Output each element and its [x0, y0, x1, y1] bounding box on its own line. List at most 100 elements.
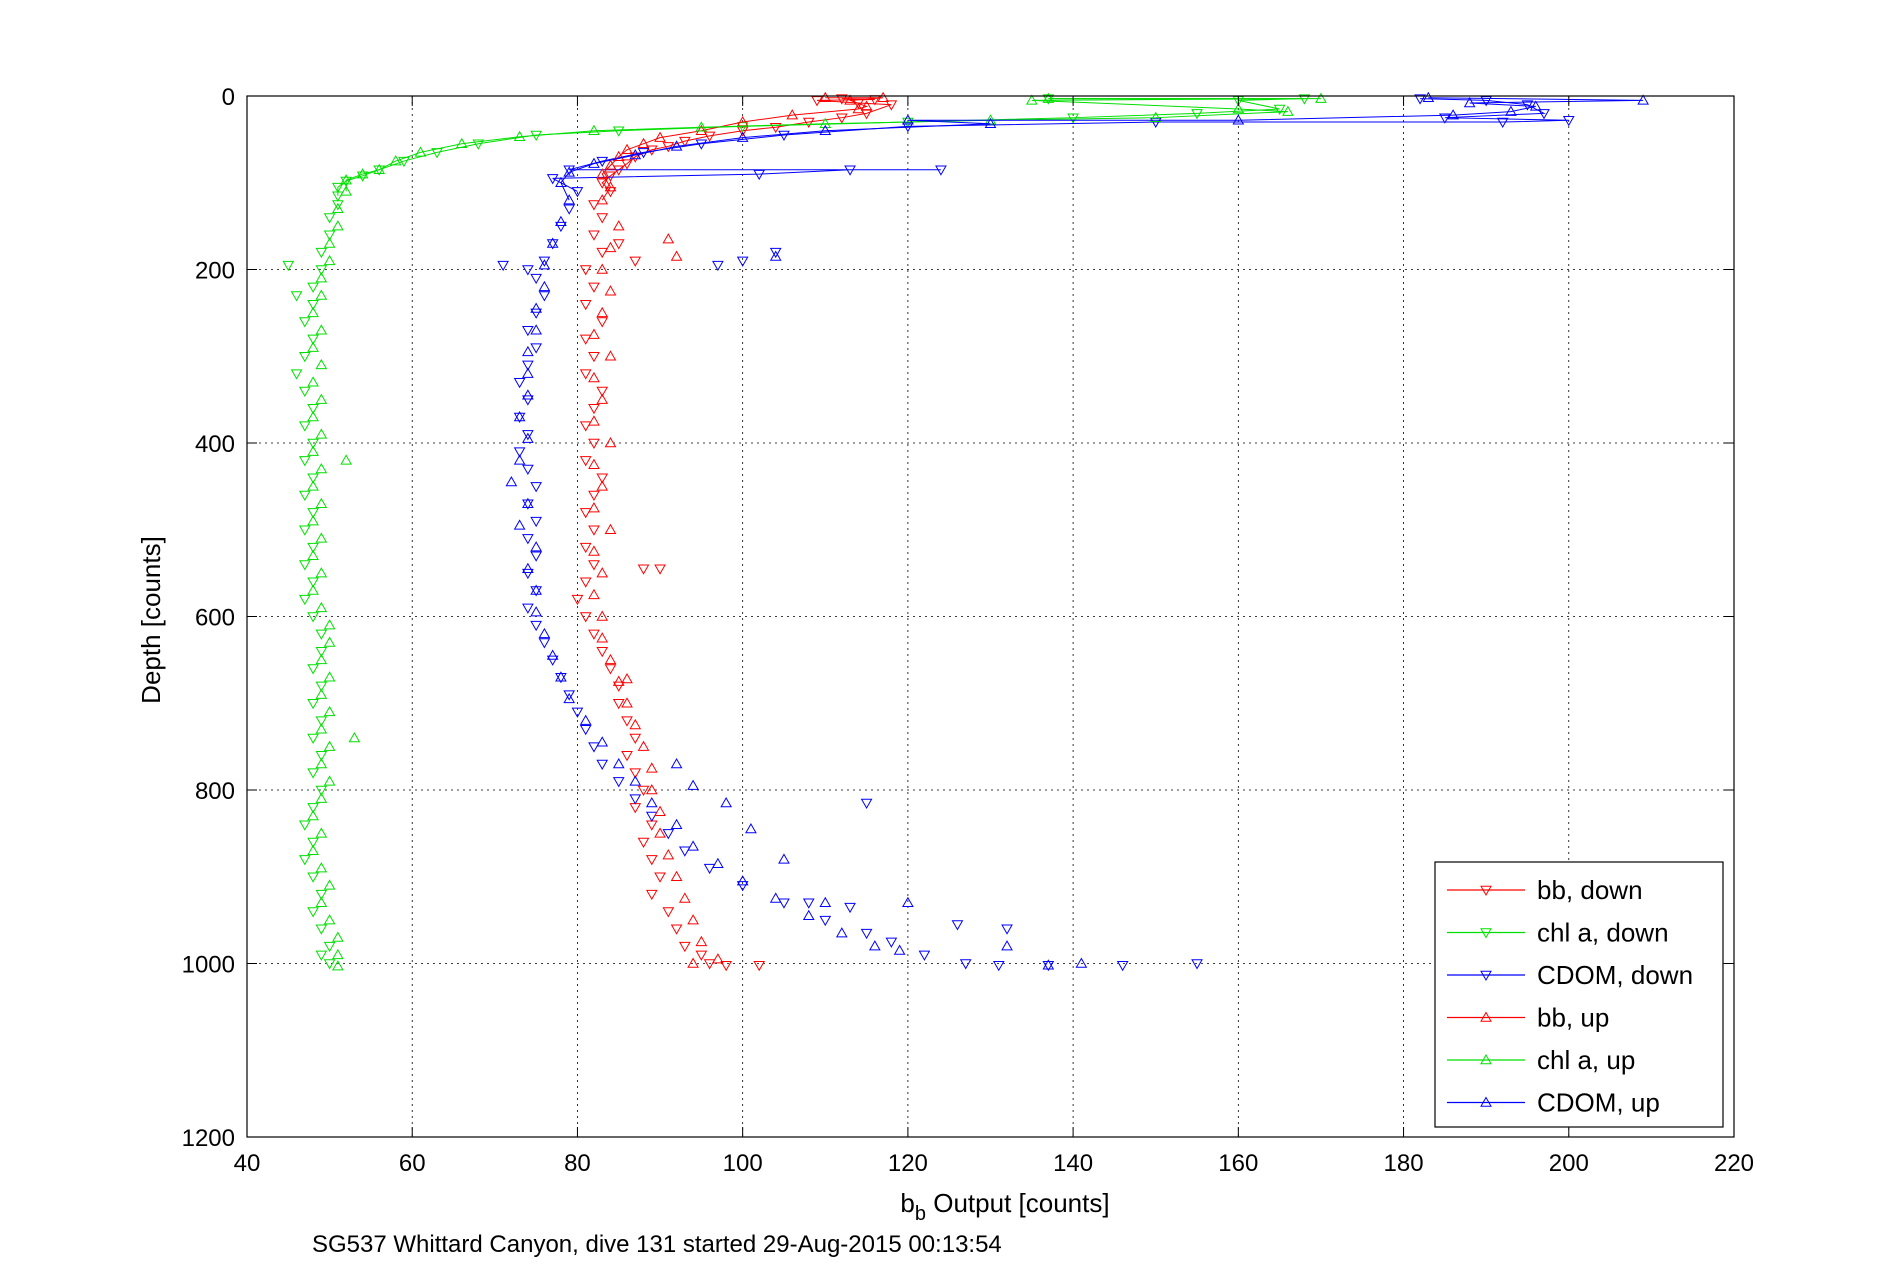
- legend-marker: [1480, 1096, 1492, 1107]
- data-point: [860, 798, 873, 810]
- data-point: [546, 649, 559, 660]
- data-point: [736, 131, 749, 142]
- data-point: [588, 490, 600, 502]
- data-point: [778, 898, 790, 909]
- data-point: [596, 480, 609, 491]
- data-point: [579, 714, 592, 725]
- data-point: [588, 371, 600, 383]
- data-point: [505, 476, 518, 487]
- data-point: [315, 653, 328, 665]
- data-point: [513, 378, 526, 389]
- data-point: [298, 352, 311, 363]
- data-point: [695, 124, 708, 135]
- data-point: [323, 775, 336, 786]
- x-tick-label: 160: [1218, 1150, 1258, 1177]
- data-point: [332, 960, 344, 971]
- data-point: [703, 863, 716, 875]
- data-point: [769, 247, 782, 259]
- data-point: [753, 960, 766, 972]
- data-point: [530, 586, 543, 597]
- data-point: [596, 306, 609, 318]
- data-point: [1116, 960, 1129, 972]
- data-point: [555, 672, 567, 684]
- data-point: [1042, 92, 1055, 103]
- data-point: [546, 239, 559, 250]
- data-point: [654, 131, 666, 142]
- data-point: [604, 181, 617, 192]
- legend-label: bb, up: [1537, 1003, 1609, 1033]
- data-point: [612, 777, 625, 788]
- data-point: [918, 950, 931, 961]
- data-point: [769, 122, 782, 134]
- y-tick-label: 400: [195, 431, 235, 458]
- data-point: [530, 516, 543, 528]
- data-point: [513, 454, 526, 465]
- data-point: [662, 142, 675, 153]
- data-point: [323, 619, 336, 630]
- data-point: [1538, 109, 1550, 120]
- data-point: [290, 291, 303, 302]
- data-point: [596, 194, 609, 205]
- data-point: [621, 697, 633, 708]
- data-point: [323, 914, 336, 925]
- data-point: [579, 369, 592, 380]
- data-point: [522, 345, 534, 357]
- data-point: [678, 941, 691, 953]
- legend-item: CDOM, down: [1447, 960, 1693, 990]
- data-point: [315, 827, 328, 838]
- data-point: [1438, 113, 1451, 124]
- data-point: [522, 568, 534, 580]
- data-point: [935, 165, 947, 176]
- legend-marker: [1480, 1011, 1492, 1022]
- data-point: [546, 237, 559, 248]
- data-point: [315, 497, 328, 508]
- y-tick-labels: 0 200 400 600 800 1000 1200: [182, 84, 235, 1152]
- data-point: [315, 289, 328, 300]
- data-point: [298, 386, 311, 397]
- data-point: [307, 299, 319, 311]
- data-point: [786, 109, 799, 120]
- data-point: [290, 369, 303, 380]
- data-point: [315, 629, 328, 640]
- data-point: [596, 317, 609, 328]
- figure-caption: SG537 Whittard Canyon, dive 131 started …: [312, 1231, 1002, 1258]
- x-axis-label-subscript: b: [915, 1203, 926, 1225]
- data-point: [596, 632, 609, 643]
- data-point: [703, 959, 716, 970]
- data-point: [670, 757, 683, 769]
- data-point: [522, 497, 534, 508]
- y-axis-label: Depth [counts]: [136, 536, 166, 704]
- x-tick-label: 100: [723, 1150, 763, 1177]
- data-point: [1463, 96, 1476, 108]
- data-point: [307, 768, 319, 779]
- data-point: [802, 909, 815, 921]
- data-point: [356, 171, 369, 182]
- data-point: [959, 959, 972, 970]
- x-tick-label: 140: [1053, 1150, 1093, 1177]
- data-point: [588, 545, 600, 556]
- x-tick-label: 60: [399, 1150, 426, 1177]
- data-point: [612, 675, 625, 686]
- data-point: [1042, 94, 1055, 105]
- data-point: [645, 783, 658, 795]
- data-point: [588, 415, 600, 426]
- data-point: [885, 937, 898, 948]
- data-point: [579, 612, 592, 623]
- data-point: [712, 953, 724, 964]
- data-point: [835, 113, 848, 124]
- data-point: [340, 174, 352, 185]
- data-point: [687, 779, 699, 790]
- data-point: [307, 844, 319, 855]
- data-point: [307, 664, 319, 675]
- data-point: [687, 914, 699, 925]
- x-tick-label: 120: [888, 1150, 928, 1177]
- data-point: [455, 137, 468, 148]
- data-point: [596, 178, 609, 189]
- legend-label: CDOM, down: [1537, 960, 1693, 990]
- data-point: [637, 837, 650, 849]
- data-point: [712, 857, 724, 868]
- data-point: [579, 542, 592, 554]
- data-point: [298, 855, 311, 866]
- data-point: [1075, 957, 1088, 968]
